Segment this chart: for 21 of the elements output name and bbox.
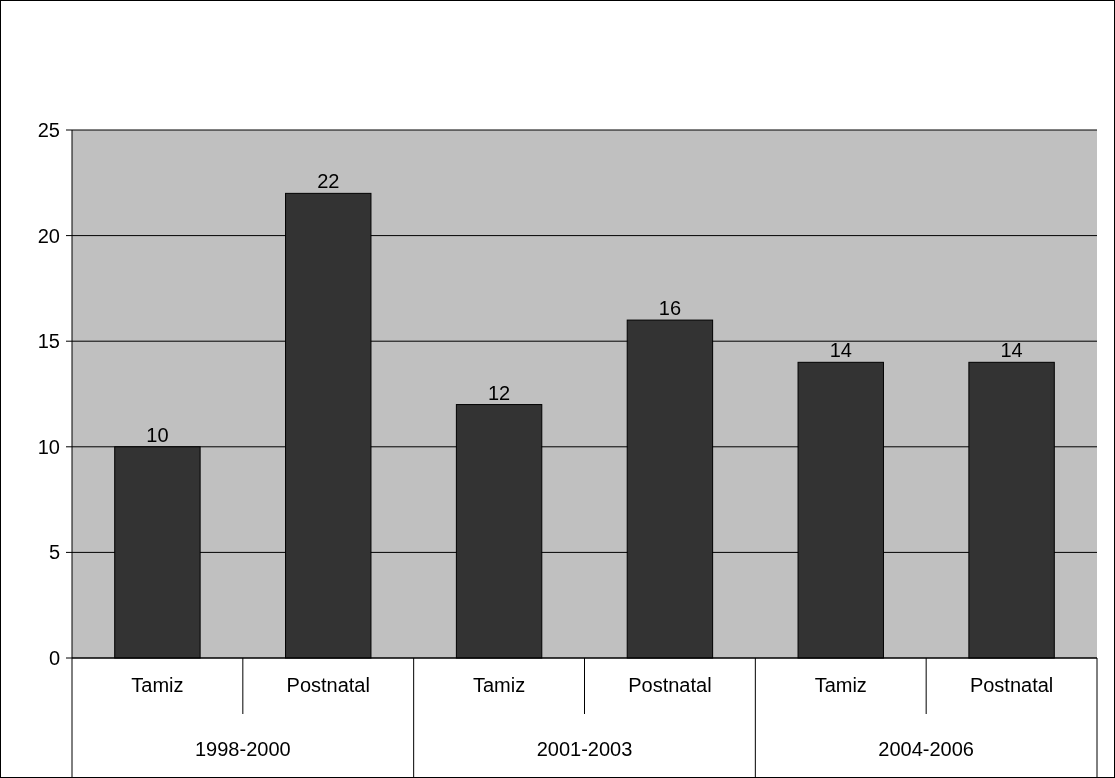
x-tick-label: Postnatal <box>969 674 1054 696</box>
y-tick-label: 10 <box>37 435 60 458</box>
y-tick-label: 25 <box>37 119 60 141</box>
text: 1998-2000 <box>195 738 291 760</box>
x-tick-label: Tamiz <box>472 674 526 696</box>
x-tick-label: Tamiz <box>131 674 184 696</box>
data-label: 12 <box>487 381 511 404</box>
x-tick-label: Postnatal <box>628 674 712 696</box>
data-label: 14 <box>829 339 852 362</box>
x-tick-label: Postnatal <box>286 674 370 696</box>
text: 2001-2003 <box>536 738 633 760</box>
y-tick-label: 0 <box>48 647 60 669</box>
y-tick-label: 5 <box>48 541 60 564</box>
text: 2004-2006 <box>878 738 974 760</box>
data-label: 16 <box>658 297 682 320</box>
y-tick-label: 20 <box>37 224 60 247</box>
y-tick-label: 15 <box>37 330 60 353</box>
data-label: 10 <box>146 423 169 446</box>
x-tick-label: Tamiz <box>814 674 867 696</box>
data-label: 14 <box>1000 339 1023 362</box>
data-label: 22 <box>317 170 340 193</box>
